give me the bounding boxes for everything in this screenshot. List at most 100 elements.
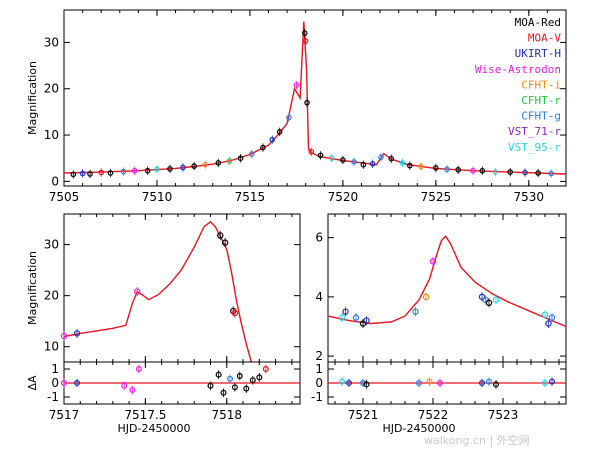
zoom-left-main-data-point <box>134 288 141 295</box>
zoom-left-main-data-point <box>231 309 239 317</box>
legend-entry-ukirt-h: UKIRT-H <box>515 47 561 60</box>
overview-main-xtick-label: 7530 <box>514 190 545 204</box>
overview-main-data-point <box>276 129 283 135</box>
zoom-right-res-xtick-label: 7522 <box>418 408 449 422</box>
overview-main-data-point <box>378 154 384 161</box>
overview-main-data-point <box>226 158 233 164</box>
overview-main-data-point <box>304 99 310 106</box>
zoom-right-xlabel: HJD-2450000 <box>383 422 456 435</box>
zoom-left-res-xtick-label: 7518 <box>211 408 242 422</box>
zoom-left-res-data-point <box>236 373 243 380</box>
zoom-right-main-data-point <box>412 308 419 315</box>
zoom-right-res-xtick-label: 7523 <box>488 408 519 422</box>
zoom-right-res-data-point <box>426 378 433 385</box>
overview-main-data-point <box>248 151 255 157</box>
zoom-right-res-data-point <box>486 378 493 385</box>
overview-main-data-point <box>215 160 222 166</box>
overview-main-data-point <box>507 169 514 175</box>
overview-main-ytick-label: 0 <box>51 174 59 188</box>
zoom-right-main-data-point <box>342 308 349 315</box>
zoom-left-res-data-point <box>243 385 250 392</box>
overview-main-data-point <box>418 163 424 170</box>
overview-main-data-point <box>79 170 86 177</box>
zoom-left-res-data-point <box>231 384 238 391</box>
overview-main-data-point <box>202 161 209 168</box>
overview-main-data-point <box>328 155 335 162</box>
zoom-left-main-ytick-label: 20 <box>44 289 59 303</box>
overview-main-data-point <box>154 166 160 173</box>
overview-main-xtick-label: 7520 <box>328 190 359 204</box>
overview-main-data-point <box>433 165 439 171</box>
zoom-left-res-data-point <box>121 382 128 389</box>
zoom-left-res-ylabel: ΔA <box>26 375 39 391</box>
zoom-right-res-ytick-label: 1 <box>315 362 323 376</box>
zoom-left-res-data-point <box>262 366 269 373</box>
overview-main-data-point <box>407 162 413 169</box>
zoom-right-main-ytick-label: 4 <box>315 290 323 304</box>
overview-main-ytick-label: 10 <box>44 128 59 142</box>
overview-ylabel: Magnification <box>26 61 39 135</box>
watermark-text: walkong.cn | 外空网 <box>424 433 530 447</box>
zoom-left-res-ytick-label: -1 <box>47 390 59 404</box>
zoom-right-main-data-point <box>363 317 370 324</box>
zoom-left-res-data-point <box>215 371 222 378</box>
overview-main-data-point <box>351 159 357 165</box>
overview-main-data-point <box>302 38 309 44</box>
legend-entry-vst-95-r: VST_95-r <box>508 141 561 154</box>
overview-main-data-point <box>87 171 93 177</box>
overview-main-xtick-label: 7510 <box>142 190 173 204</box>
legend-entry-cfht-g: CFHT-g <box>521 110 561 123</box>
zoom-right-res-data-point <box>541 380 548 387</box>
zoom-left-res-data-point <box>220 389 227 396</box>
overview-main-ytick-label: 20 <box>44 82 59 96</box>
zoom-right-main-model-curve <box>328 235 566 328</box>
overview-main-data-point <box>260 144 266 151</box>
zoom-left-main-frame <box>63 213 301 363</box>
zoom-left-res-xtick-label: 7517.5 <box>124 408 166 422</box>
overview-main-data-point <box>237 155 244 162</box>
legend-entry-cfht-r: CFHT-r <box>521 94 561 107</box>
zoom-right-main-data-point <box>422 293 430 301</box>
zoom-right-main-data-point <box>338 314 346 321</box>
overview-main-frame <box>63 9 567 187</box>
overview-main-data-point <box>120 168 127 175</box>
legend-entry-vst-71-r: VST_71-r <box>508 125 561 138</box>
overview-main-data-point <box>269 136 276 143</box>
overview-main-xtick-label: 7525 <box>421 190 452 204</box>
zoom-right-res-data-point <box>479 380 486 387</box>
zoom-left-res-data-point <box>129 387 136 394</box>
zoom-left-main-data-point <box>221 239 229 246</box>
zoom-left-res-data-point <box>207 382 214 389</box>
zoom-right-panel: 2 4 6 7521 7522 7523 -101 HJD-2450000 <box>311 213 567 435</box>
zoom-right-res-data-point <box>363 381 370 388</box>
legend-entry-moa-v: MOA-V <box>528 32 561 45</box>
zoom-left-res-data-point <box>227 375 234 382</box>
overview-main-data-point <box>470 167 476 174</box>
overview-main-data-point <box>444 166 450 173</box>
overview-main-data-point <box>70 171 77 178</box>
zoom-left-res-ytick-label: 1 <box>51 362 59 376</box>
zoom-left-res-ytick-label: 0 <box>51 376 59 390</box>
zoom-left-panel: 10 20 30 Magnification 7517 7517.5 7518 -101 ΔA H… <box>26 213 301 435</box>
zoom-right-res-data-point <box>493 381 500 388</box>
zoom-right-res-data-point <box>346 380 353 387</box>
zoom-right-res-data-point <box>548 378 555 385</box>
zoom-right-main-frame <box>327 213 567 363</box>
zoom-right-res-data-point <box>416 380 423 387</box>
zoom-right-main-data-point <box>485 299 493 306</box>
zoom-left-res-data-point <box>74 380 81 387</box>
overview-main-xtick-label: 7515 <box>235 190 266 204</box>
overview-main-data-point <box>144 167 151 174</box>
zoom-left-main-model-curve <box>64 220 254 362</box>
zoom-right-res-data-point <box>360 380 367 387</box>
zoom-left-ylabel: Magnification <box>26 251 39 325</box>
overview-main-data-point <box>167 166 173 172</box>
zoom-right-res-ytick-label: 0 <box>315 376 323 390</box>
zoom-right-res-ytick-label: -1 <box>311 390 323 404</box>
zoom-left-main-ytick-label: 30 <box>44 238 59 252</box>
zoom-right-main-data-point <box>492 296 500 304</box>
zoom-left-res-data-point <box>135 366 142 373</box>
overview-main-data-point <box>388 155 395 162</box>
overview-main-data-point <box>455 166 461 173</box>
